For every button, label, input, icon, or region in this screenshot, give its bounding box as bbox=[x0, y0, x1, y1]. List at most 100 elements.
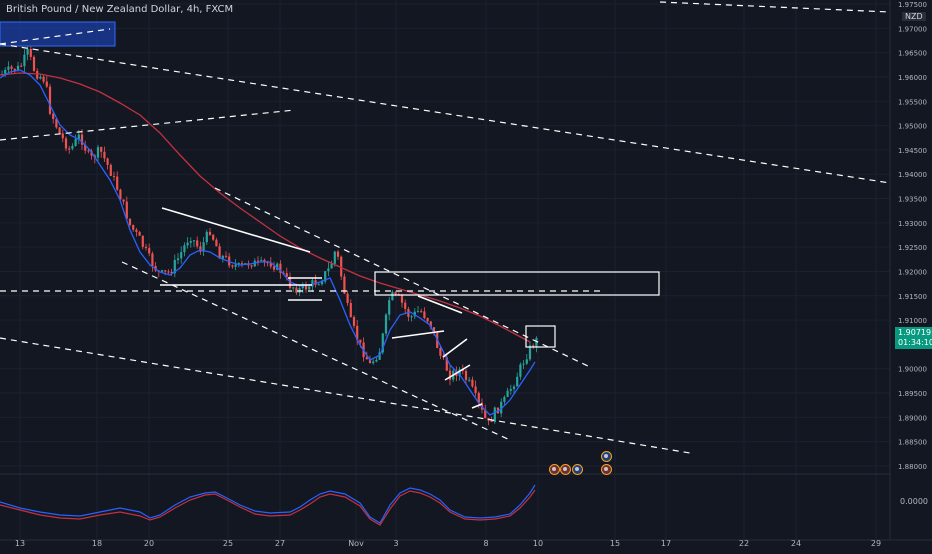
candle-body bbox=[448, 370, 452, 380]
candle-body bbox=[410, 316, 413, 318]
fast-moving-average bbox=[0, 69, 536, 416]
grid bbox=[0, 0, 890, 540]
candle-body bbox=[263, 259, 266, 263]
candle-body bbox=[471, 379, 474, 387]
price-label: 1.94500 bbox=[898, 147, 927, 155]
candle-body bbox=[276, 263, 279, 270]
currency-badge: NZD bbox=[902, 12, 926, 21]
price-label: 1.89500 bbox=[898, 390, 927, 398]
candle-body bbox=[320, 281, 324, 285]
candle-body bbox=[42, 76, 45, 82]
candle-body bbox=[84, 144, 87, 151]
price-label: 1.92500 bbox=[898, 244, 927, 252]
candle-body bbox=[55, 119, 58, 128]
candle-body bbox=[400, 295, 404, 303]
price-label: 1.97000 bbox=[898, 25, 927, 33]
candle-body bbox=[224, 255, 228, 257]
candle-body bbox=[509, 389, 512, 391]
candle-body bbox=[10, 66, 13, 69]
gb-flag-icon[interactable] bbox=[549, 464, 560, 475]
candle-body bbox=[164, 270, 167, 272]
trendline-long-falling bbox=[0, 43, 891, 184]
candle-body bbox=[212, 234, 215, 240]
candle-body bbox=[516, 376, 519, 387]
candle-body bbox=[336, 251, 340, 257]
candle-body bbox=[330, 263, 333, 269]
au-flag-icon[interactable] bbox=[601, 451, 612, 462]
candle-body bbox=[160, 270, 164, 272]
candle-body bbox=[295, 287, 298, 293]
candle-body bbox=[52, 113, 55, 120]
supply-zone[interactable] bbox=[0, 21, 116, 47]
price-label: 1.93500 bbox=[898, 196, 927, 204]
candle-body bbox=[426, 318, 429, 322]
channel-lower bbox=[121, 261, 511, 441]
candle-body bbox=[32, 56, 36, 71]
price-label: 1.92000 bbox=[898, 268, 927, 276]
price-label: 1.96500 bbox=[898, 50, 927, 58]
price-scale[interactable]: 1.97500 1.97000 1.96500 1.96000 1.95500 1.950… bbox=[898, 1, 927, 471]
candle-body bbox=[490, 420, 493, 423]
candle-body bbox=[343, 276, 346, 294]
candle-body bbox=[138, 231, 141, 236]
candle-body bbox=[372, 361, 375, 364]
trendline-top-left bbox=[0, 28, 111, 45]
candle-body bbox=[234, 264, 237, 267]
time-label: 3 bbox=[393, 539, 398, 548]
time-axis[interactable]: 13 18 20 25 27 Nov 3 8 10 15 17 22 24 29 bbox=[15, 539, 881, 548]
candle-body bbox=[503, 396, 506, 402]
time-label: 24 bbox=[791, 539, 801, 548]
time-label: 27 bbox=[275, 539, 285, 548]
candle-body bbox=[180, 252, 183, 259]
candle-body bbox=[468, 379, 471, 381]
gb-flag-icon[interactable] bbox=[560, 464, 571, 475]
candle-body bbox=[45, 81, 48, 87]
candle-body bbox=[128, 218, 132, 225]
candle-body bbox=[116, 176, 119, 190]
time-label: 29 bbox=[871, 539, 881, 548]
last-price-badge: 1.90719 01:34:10 bbox=[895, 327, 932, 349]
dashed-trendlines[interactable] bbox=[0, 1, 891, 454]
time-label: 22 bbox=[739, 539, 749, 548]
candle-body bbox=[304, 284, 308, 290]
resistance-zone-box[interactable] bbox=[374, 271, 660, 296]
candle-body bbox=[170, 271, 173, 274]
au-flag-icon[interactable] bbox=[572, 464, 583, 475]
candle-body bbox=[87, 150, 90, 152]
candle-body bbox=[423, 311, 426, 319]
candle-body bbox=[29, 49, 32, 57]
candle-body bbox=[340, 256, 343, 277]
oscillator-main-line bbox=[0, 489, 536, 526]
candle-body bbox=[500, 401, 503, 414]
candle-body bbox=[64, 138, 68, 149]
candle-body bbox=[420, 311, 423, 313]
candle-body bbox=[122, 199, 125, 202]
candle-body bbox=[132, 224, 135, 230]
candle-body bbox=[199, 246, 202, 252]
triangle-upper-line bbox=[161, 207, 311, 253]
oscillator-zero-label: 0.0000 bbox=[900, 497, 928, 506]
trendline-lower bbox=[0, 337, 691, 454]
gb-flag-icon[interactable] bbox=[601, 464, 612, 475]
candle-body bbox=[522, 363, 525, 365]
candle-body bbox=[250, 265, 253, 267]
candle-body bbox=[391, 292, 394, 301]
candle-body bbox=[525, 359, 528, 364]
candle-body bbox=[202, 242, 205, 252]
trendline-rising bbox=[0, 109, 296, 141]
pattern-lines[interactable] bbox=[160, 207, 483, 409]
price-label: 1.94000 bbox=[898, 171, 927, 179]
breakout-box[interactable] bbox=[525, 325, 556, 348]
price-label: 1.96000 bbox=[898, 74, 927, 82]
price-label: 1.93000 bbox=[898, 220, 927, 228]
candle-body bbox=[359, 339, 362, 343]
candle-body bbox=[151, 253, 154, 266]
candle-body bbox=[144, 246, 148, 249]
symbol-title[interactable]: British Pound / New Zealand Dollar, 4h, … bbox=[6, 4, 234, 15]
candle-body bbox=[125, 201, 128, 219]
candle-body bbox=[333, 251, 336, 264]
price-label: 1.91000 bbox=[898, 317, 927, 325]
candle-body bbox=[256, 260, 260, 262]
